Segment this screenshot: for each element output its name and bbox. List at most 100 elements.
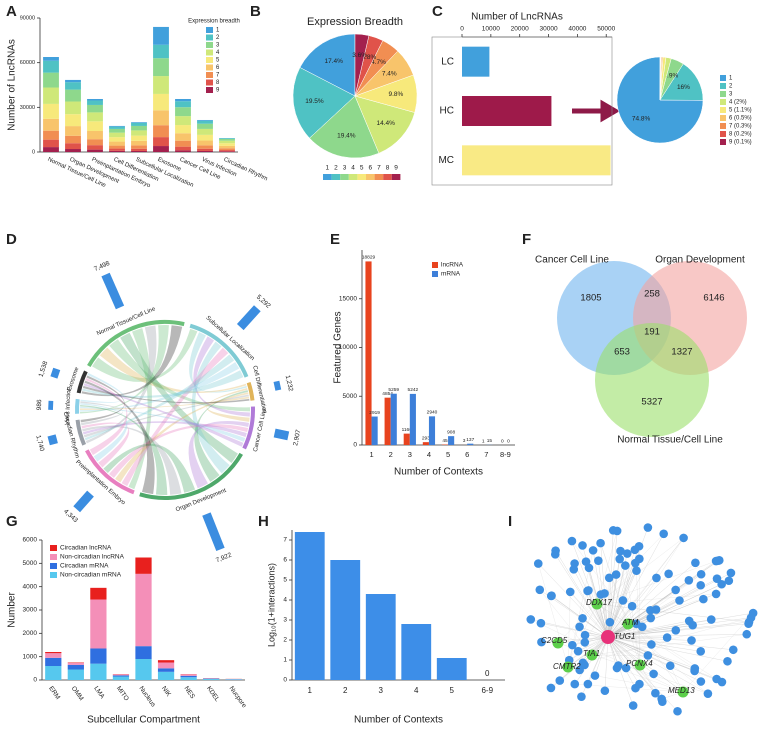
legend-swatch: [331, 174, 341, 180]
pie-slice: [616, 56, 704, 144]
bar-segment: [153, 58, 169, 77]
bar-segment: [219, 145, 235, 149]
value-label: 45: [442, 438, 448, 444]
node: [630, 558, 640, 568]
bar-segment: [65, 126, 81, 136]
edge: [607, 636, 701, 682]
value-label: 2919: [369, 410, 380, 416]
slice-label: 3.8%: [361, 54, 376, 61]
edge: [607, 636, 723, 683]
bar-segment: [43, 87, 59, 104]
y-tick-label: 5: [283, 577, 287, 584]
edge: [616, 667, 684, 693]
node: [546, 683, 556, 693]
bar-segment: [65, 89, 81, 102]
bar-segment: [153, 137, 169, 147]
slice-label: 16%: [677, 84, 690, 91]
bar-segment: [175, 116, 191, 126]
labeled-node: [591, 598, 603, 610]
bar-segment: [87, 112, 103, 122]
bar-segment: [219, 138, 235, 141]
legend-swatch: [50, 545, 57, 551]
y-tick-label: 90000: [20, 15, 35, 21]
legend-swatch: [206, 72, 213, 78]
pie-slice: [309, 95, 380, 159]
legend-label: 6 (0.5%): [729, 116, 752, 122]
y-tick-label: 5000: [343, 393, 358, 400]
bar-segment: [197, 134, 213, 141]
slice-label: 3.6%: [352, 52, 367, 59]
bar-segment: [153, 146, 169, 152]
bar-segment: [153, 26, 169, 45]
x-tick-label: LMA: [92, 685, 106, 701]
legend-label: 7: [377, 165, 381, 172]
node: [621, 663, 631, 673]
node: [679, 533, 688, 543]
bar-segment: [109, 148, 125, 151]
node: [696, 677, 706, 686]
bar-segment: [65, 79, 81, 83]
node: [570, 679, 580, 689]
sector-arc: [189, 323, 249, 378]
node: [622, 549, 632, 558]
bar-segment: [135, 646, 152, 659]
sector-arc: [75, 419, 87, 446]
legend-label: 2: [334, 165, 338, 172]
node-label: PCNX4: [626, 659, 653, 668]
chord: [109, 339, 251, 412]
node-label: C2CD5: [541, 636, 568, 645]
node: [594, 556, 603, 565]
x-tick-label: KDEL: [205, 685, 221, 703]
node: [550, 550, 560, 559]
bar-segment: [109, 137, 125, 142]
node: [616, 546, 625, 556]
edge: [625, 565, 641, 666]
node: [646, 613, 656, 623]
edge: [538, 563, 569, 668]
node: [717, 677, 727, 687]
sector-arc: [242, 406, 255, 450]
bar-segment: [131, 122, 147, 126]
bar: [422, 442, 429, 445]
x-tick-label: Nucleus: [137, 685, 157, 709]
bar-segment: [153, 110, 169, 126]
node: [555, 676, 565, 685]
legend-swatch: [391, 174, 401, 180]
bar-segment: [131, 145, 147, 149]
bar-segment: [87, 149, 103, 152]
bar-segment: [131, 135, 147, 141]
bar-segment: [43, 118, 59, 131]
legend-label: 8: [386, 165, 390, 172]
y-axis-label: Featured Genes: [333, 311, 344, 383]
y-tick-label: 2000: [23, 630, 38, 637]
node-label: ATM: [621, 618, 639, 627]
edge: [591, 634, 747, 656]
legend-swatch: [720, 115, 726, 121]
x-tick-label: 40000: [568, 26, 586, 33]
legend-swatch: [206, 42, 213, 48]
bar-segment: [45, 653, 62, 658]
x-tick-label: 0: [460, 26, 464, 33]
node: [632, 566, 641, 575]
sector-label: Virus Infection: [65, 387, 73, 425]
node: [748, 608, 758, 618]
node: [621, 561, 630, 570]
legend-label: 7 (0.3%): [729, 124, 752, 130]
legend-label: 3: [216, 43, 220, 49]
pie-slice: [354, 95, 416, 154]
legend-swatch: [720, 75, 726, 81]
node: [649, 669, 658, 679]
y-tick-label: 2: [283, 637, 287, 644]
edge: [636, 570, 641, 666]
region-label: 191: [644, 327, 660, 338]
bar-segment: [131, 122, 147, 123]
bar-segment: [197, 150, 213, 152]
edge: [573, 569, 609, 638]
edge: [557, 642, 708, 694]
bar-segment: [157, 668, 175, 672]
bar-segment: [109, 128, 125, 133]
bar: [403, 433, 410, 445]
value-label: 2940: [427, 410, 438, 416]
set-label: Cancer Cell Line: [535, 255, 609, 266]
node: [615, 554, 624, 564]
